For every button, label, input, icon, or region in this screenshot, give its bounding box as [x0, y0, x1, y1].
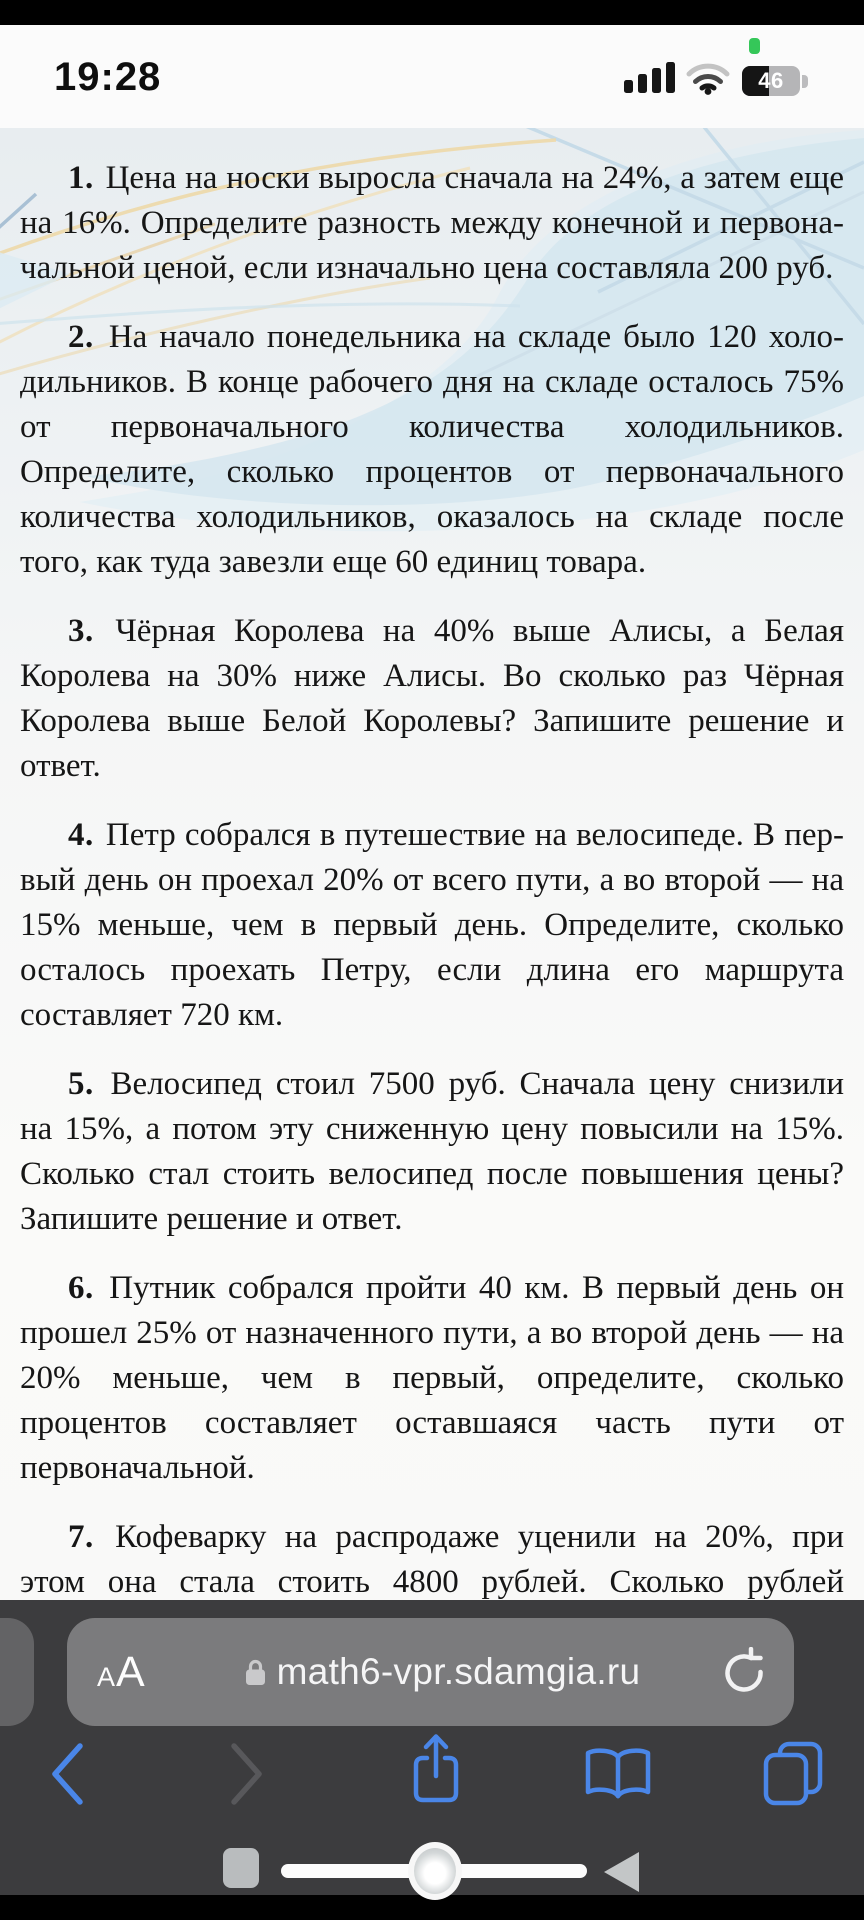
problem-text: Велосипед стоил 7500 руб. Сначала цену с… — [20, 1066, 844, 1237]
problem-item: 1. Цена на носки выросла сначала на 24%,… — [20, 156, 844, 291]
url-display[interactable]: math6-vpr.sdamgia.ru — [167, 1651, 718, 1693]
problem-item: 7. Кофеварку на распродаже уценили на 20… — [20, 1515, 844, 1600]
cellular-signal-icon — [624, 62, 675, 93]
battery-indicator: 46 — [742, 66, 800, 96]
safari-bottom-bar: A A math6-vpr.sdamgia.ru — [0, 1600, 864, 1900]
problem-text: Кофеварку на распродаже уценили на 20%, … — [20, 1519, 844, 1600]
problem-item: 5. Велосипед стоил 7500 руб. Сначала цен… — [20, 1062, 844, 1242]
reload-button[interactable] — [718, 1647, 768, 1697]
tabs-button[interactable] — [762, 1740, 824, 1808]
url-text: math6-vpr.sdamgia.ru — [276, 1651, 641, 1692]
problem-text: Цена на носки выросла сначала на 24%, а … — [20, 160, 845, 286]
problem-number: 2. — [68, 319, 94, 355]
reload-icon — [725, 1647, 763, 1692]
stop-button[interactable] — [223, 1848, 259, 1888]
share-button[interactable] — [410, 1730, 462, 1806]
camera-indicator-dot — [749, 38, 760, 54]
lock-icon — [245, 1659, 265, 1685]
problem-number: 4. — [68, 817, 94, 853]
problem-number: 7. — [68, 1519, 94, 1555]
wifi-icon — [686, 63, 730, 95]
address-bar[interactable]: A A math6-vpr.sdamgia.ru — [67, 1618, 794, 1726]
battery-fill-level — [742, 66, 769, 96]
problem-item: 4. Петр собрался в путешествие на велоси… — [20, 813, 844, 1038]
forward-button[interactable] — [230, 1742, 264, 1806]
reader-options-button[interactable]: A A — [97, 1648, 167, 1697]
problem-number: 5. — [68, 1066, 94, 1102]
back-button[interactable] — [50, 1742, 84, 1806]
problem-item: 2. На начало понедельника на складе было… — [20, 315, 844, 585]
background-decoration — [0, 128, 864, 532]
battery-percent-label: 46 — [758, 68, 784, 93]
problem-text: Путник собрался пройти 40 км. В первый д… — [20, 1270, 844, 1486]
problem-number: 1. — [68, 160, 94, 196]
status-bar: 19:28 46 — [0, 25, 864, 128]
problem-text: На начало понедельника на складе было 12… — [20, 319, 845, 580]
problem-list: 1. Цена на носки выросла сначала на 24%,… — [0, 128, 864, 1600]
bookmarks-button[interactable] — [584, 1746, 652, 1804]
reader-large-a: A — [116, 1647, 145, 1696]
battery-cap — [802, 75, 808, 88]
problem-text: Петр собрался в путешествие на велосипед… — [20, 817, 845, 1033]
problem-text: Чёрная Королева на 40% выше Алисы, а Бел… — [20, 613, 845, 784]
slider-thumb[interactable] — [408, 1842, 462, 1900]
reader-small-a: A — [97, 1661, 116, 1692]
problem-number: 3. — [68, 613, 94, 649]
problem-number: 6. — [68, 1270, 94, 1306]
reverse-play-icon[interactable] — [604, 1852, 639, 1892]
adjacent-tab-edge[interactable] — [0, 1618, 34, 1726]
web-page-content: 1. Цена на носки выросла сначала на 24%,… — [0, 128, 864, 1600]
problem-item: 6. Путник собрался пройти 40 км. В первы… — [20, 1266, 844, 1491]
problem-item: 3. Чёрная Королева на 40% выше Алисы, а … — [20, 609, 844, 789]
status-time: 19:28 — [54, 55, 162, 99]
